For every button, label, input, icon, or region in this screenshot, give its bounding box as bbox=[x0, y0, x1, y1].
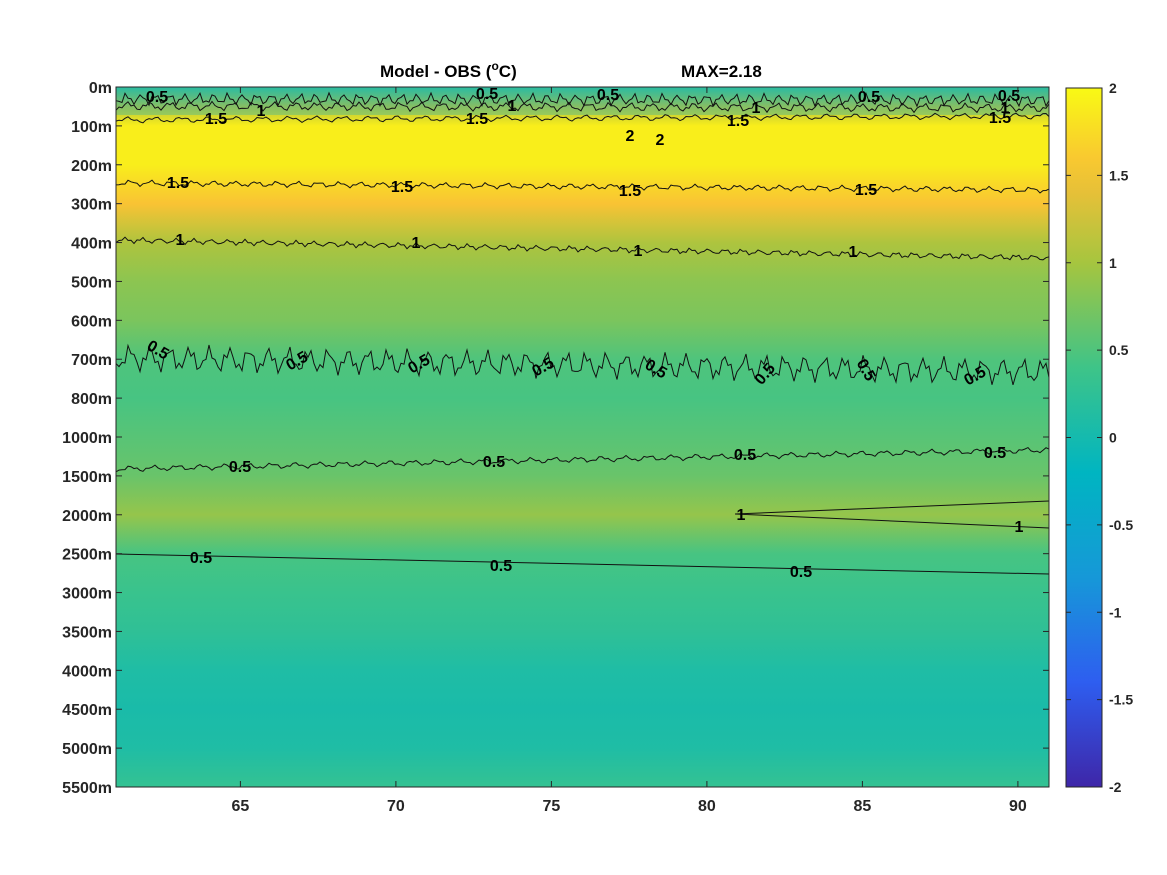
x-tick-label: 65 bbox=[232, 798, 250, 815]
contour-label: 0.5 bbox=[229, 459, 251, 476]
colorbar-tick-label: -1.5 bbox=[1109, 692, 1133, 708]
contour-line bbox=[115, 91, 1050, 108]
contour-label: 1 bbox=[752, 100, 761, 117]
contour-label: 0.5 bbox=[476, 86, 498, 103]
contour-label: 1 bbox=[176, 232, 185, 249]
contour-label: 2 bbox=[626, 128, 635, 145]
y-tick-label: 4500m bbox=[62, 702, 112, 719]
y-tick-label: 500m bbox=[71, 274, 112, 291]
y-tick-label: 400m bbox=[71, 236, 112, 253]
contour-label: 1.5 bbox=[855, 182, 877, 199]
contour-label: 0.5 bbox=[790, 564, 812, 581]
contour-label: 1 bbox=[1015, 519, 1024, 536]
plot-area: 0.511.50.511.50.511.50.5 0.511.52 21.5 1.5 1… bbox=[115, 86, 1050, 788]
y-tick-label: 3500m bbox=[62, 624, 112, 641]
contour-label: 1 bbox=[634, 243, 643, 260]
contour-line bbox=[734, 500, 1050, 529]
y-tick-label: 800m bbox=[71, 391, 112, 408]
y-tick-label: 1500m bbox=[62, 469, 112, 486]
y-tick-label: 5000m bbox=[62, 741, 112, 758]
colorbar-tick-label: 0.5 bbox=[1109, 342, 1129, 358]
contour-line bbox=[115, 446, 1050, 473]
y-tick-label: 100m bbox=[71, 119, 112, 136]
contour-line bbox=[115, 553, 1050, 575]
colorbar-tick-label: 1 bbox=[1109, 255, 1117, 271]
y-tick-label: 200m bbox=[71, 158, 112, 175]
chart-title: Model - OBS (oC) bbox=[380, 59, 517, 81]
colorbar-tick-label: -1 bbox=[1109, 604, 1122, 620]
contour-label: 0.5 bbox=[597, 87, 619, 104]
colorbar-tick-label: 1.5 bbox=[1109, 167, 1129, 183]
contour-line bbox=[115, 100, 1050, 114]
colorbar: 2 1.5 1 0.5 0 -0.5 -1 -1.5 -2 bbox=[1065, 80, 1133, 795]
contour-label: 1 bbox=[849, 244, 858, 261]
contour-label: 2 bbox=[656, 132, 665, 149]
contour-label: 0.5 bbox=[190, 550, 212, 567]
y-tick-label: 2500m bbox=[62, 547, 112, 564]
contour-label: 1.5 bbox=[619, 183, 641, 200]
y-tick-label: 700m bbox=[71, 352, 112, 369]
y-tick-label: 0m bbox=[89, 80, 112, 97]
y-tick-label: 5500m bbox=[62, 780, 112, 797]
contour-label: 1.5 bbox=[727, 113, 749, 130]
contour-line bbox=[115, 112, 1050, 124]
contour-label: 1 bbox=[1001, 100, 1010, 117]
y-tick-label: 1000m bbox=[62, 430, 112, 447]
y-axis: 0m 100m 200m 300m 400m 500m 600m 700m 800m 1000m 1… bbox=[62, 80, 1049, 797]
y-tick-label: 2000m bbox=[62, 508, 112, 525]
contour-label: 1.5 bbox=[205, 111, 227, 128]
contour-label: 1.5 bbox=[167, 175, 189, 192]
heatmap-field bbox=[116, 87, 1049, 787]
x-tick-label: 75 bbox=[543, 798, 561, 815]
contour-label: 1 bbox=[508, 98, 517, 115]
contour-label: 1 bbox=[737, 507, 746, 524]
contour-label: 1.5 bbox=[466, 111, 488, 128]
contour-line bbox=[115, 236, 1050, 261]
colorbar-tick-label: 2 bbox=[1109, 80, 1117, 96]
colorbar-gradient-bar bbox=[1065, 87, 1103, 788]
contour-line bbox=[115, 343, 1050, 386]
max-value-label: MAX=2.18 bbox=[681, 62, 762, 81]
x-tick-label: 70 bbox=[387, 798, 405, 815]
y-tick-label: 3000m bbox=[62, 586, 112, 603]
contour-label: 0.5 bbox=[858, 89, 880, 106]
contour-label: 1 bbox=[257, 103, 266, 120]
contour-line bbox=[115, 179, 1050, 194]
contour-label: 0.5 bbox=[984, 445, 1006, 462]
y-tick-label: 300m bbox=[71, 197, 112, 214]
contour-label: 0.5 bbox=[998, 88, 1020, 105]
contour-lines bbox=[115, 91, 1050, 575]
contour-label: 1 bbox=[412, 235, 421, 252]
x-axis: 65 70 75 80 85 90 bbox=[232, 87, 1027, 815]
contour-label: 0.5 bbox=[734, 447, 756, 464]
x-tick-label: 85 bbox=[854, 798, 872, 815]
colorbar-ticks: 2 1.5 1 0.5 0 -0.5 -1 -1.5 -2 bbox=[1066, 80, 1133, 795]
colorbar-tick-label: 0 bbox=[1109, 430, 1117, 446]
contour-label: 0.5 bbox=[490, 558, 512, 575]
x-tick-label: 80 bbox=[698, 798, 716, 815]
contour-label: 1.5 bbox=[391, 179, 413, 196]
colorbar-tick-label: -2 bbox=[1109, 779, 1122, 795]
x-tick-label: 90 bbox=[1009, 798, 1027, 815]
y-tick-label: 4000m bbox=[62, 663, 112, 680]
contour-label: 0.5 bbox=[483, 454, 505, 471]
colorbar-tick-label: -0.5 bbox=[1109, 517, 1133, 533]
y-tick-label: 600m bbox=[71, 313, 112, 330]
contour-label: 1.5 bbox=[989, 110, 1011, 127]
contour-label: 0.5 bbox=[146, 89, 168, 106]
